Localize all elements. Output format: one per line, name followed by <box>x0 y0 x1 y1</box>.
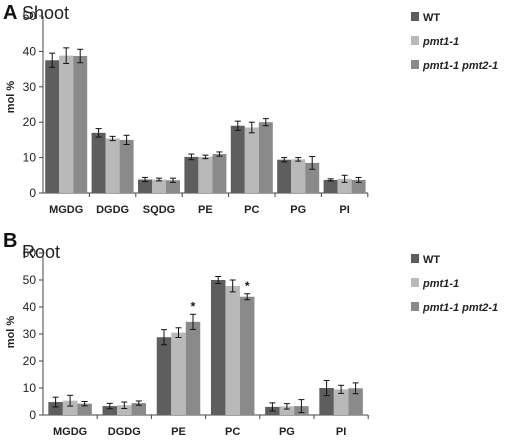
panel-letter: A <box>3 2 17 24</box>
legend-label: WT <box>423 254 440 266</box>
x-tick-label: DGDG <box>96 204 129 216</box>
bar <box>198 156 213 193</box>
y-tick-label: 0 <box>29 186 36 200</box>
x-tick-label: SQDG <box>143 204 175 216</box>
panel-title: Root <box>22 242 60 262</box>
legend-label: pmt1-1 <box>422 36 459 48</box>
y-axis-label: mol % <box>5 316 17 349</box>
bar <box>105 138 120 193</box>
bar <box>323 179 338 193</box>
y-tick-label: 0 <box>29 408 36 422</box>
bar <box>131 403 147 415</box>
bar <box>138 179 152 193</box>
bar <box>156 337 172 415</box>
bar <box>277 159 292 193</box>
bar <box>166 180 180 193</box>
significance-mark: * <box>191 299 196 313</box>
legend-swatch <box>411 60 419 69</box>
bar <box>258 122 273 193</box>
panel-shoot: A Shoot mol % 0 10 20 30 40 50 MGDG DGDG SQDG PE P… <box>3 2 498 216</box>
bar <box>212 154 227 193</box>
y-tick-label: 50 <box>23 9 37 23</box>
x-tick-label: PC <box>244 204 259 216</box>
x-tick-label: PI <box>339 204 349 216</box>
y-tick-label: 40 <box>23 44 37 58</box>
bar <box>244 127 259 193</box>
bar <box>230 125 245 193</box>
x-tick-label: MGDG <box>49 204 83 216</box>
plot-area: 0 10 20 30 40 50 60 MGDG DGDG PE PC PG PI * * <box>23 246 369 438</box>
legend-swatch <box>411 12 419 21</box>
x-tick-label: MGDG <box>53 426 87 438</box>
bar <box>210 280 226 415</box>
bar <box>291 159 306 193</box>
y-tick-label: 30 <box>23 80 37 94</box>
bar <box>184 156 199 193</box>
bar <box>319 388 334 415</box>
x-tick-label: PG <box>279 426 295 438</box>
bar <box>351 179 366 193</box>
y-tick-label: 20 <box>23 354 37 368</box>
bar <box>337 178 352 193</box>
legend-swatch <box>411 302 419 311</box>
x-tick-label: PE <box>171 426 186 438</box>
y-tick-label: 40 <box>23 300 37 314</box>
legend-label: pmt1-1 pmt2-1 <box>422 302 498 314</box>
y-tick-label: 10 <box>23 151 37 165</box>
bar <box>59 55 74 194</box>
bar <box>77 403 92 415</box>
bar <box>225 285 240 415</box>
x-tick-label: PG <box>290 204 306 216</box>
bar <box>348 388 363 415</box>
y-tick-label: 50 <box>23 273 37 287</box>
y-tick-label: 20 <box>23 115 37 129</box>
legend: WT pmt1-1 pmt1-1 pmt2-1 <box>411 12 498 72</box>
bar <box>239 296 255 415</box>
bar <box>152 179 166 193</box>
x-tick-label: PC <box>225 426 240 438</box>
y-tick-label: 30 <box>23 327 37 341</box>
bar <box>45 60 60 193</box>
bar <box>73 56 88 193</box>
bar <box>305 162 320 193</box>
legend: WT pmt1-1 pmt1-1 pmt2-1 <box>411 254 498 314</box>
bar <box>185 321 201 415</box>
legend-swatch <box>411 36 419 45</box>
x-tick-label: PE <box>198 204 213 216</box>
y-tick-label: 10 <box>23 381 37 395</box>
bar <box>62 400 78 415</box>
bar <box>102 406 118 415</box>
legend-swatch <box>411 278 419 287</box>
legend-swatch <box>411 254 419 263</box>
bar <box>119 139 134 193</box>
bar <box>171 332 186 415</box>
y-axis-label: mol % <box>5 81 17 114</box>
legend-label: pmt1-1 pmt2-1 <box>422 60 498 72</box>
bar <box>279 406 295 415</box>
panel-root: B Root mol % 0 10 20 30 40 50 60 MGDG DGDG PE PC PG… <box>3 230 498 438</box>
panel-letter: B <box>3 230 17 252</box>
legend-label: pmt1-1 <box>422 278 459 290</box>
bar <box>91 132 106 193</box>
bar <box>117 405 132 415</box>
significance-mark: * <box>245 279 250 293</box>
bar <box>333 389 349 415</box>
legend-label: WT <box>423 12 440 24</box>
y-tick-label: 60 <box>23 246 37 260</box>
x-tick-label: DGDG <box>108 426 141 438</box>
bar <box>48 402 63 415</box>
panel-title: Shoot <box>22 3 69 23</box>
plot-area: 0 10 20 30 40 50 MGDG DGDG SQDG PE PC PG PI <box>23 9 369 216</box>
x-tick-label: PI <box>336 426 346 438</box>
